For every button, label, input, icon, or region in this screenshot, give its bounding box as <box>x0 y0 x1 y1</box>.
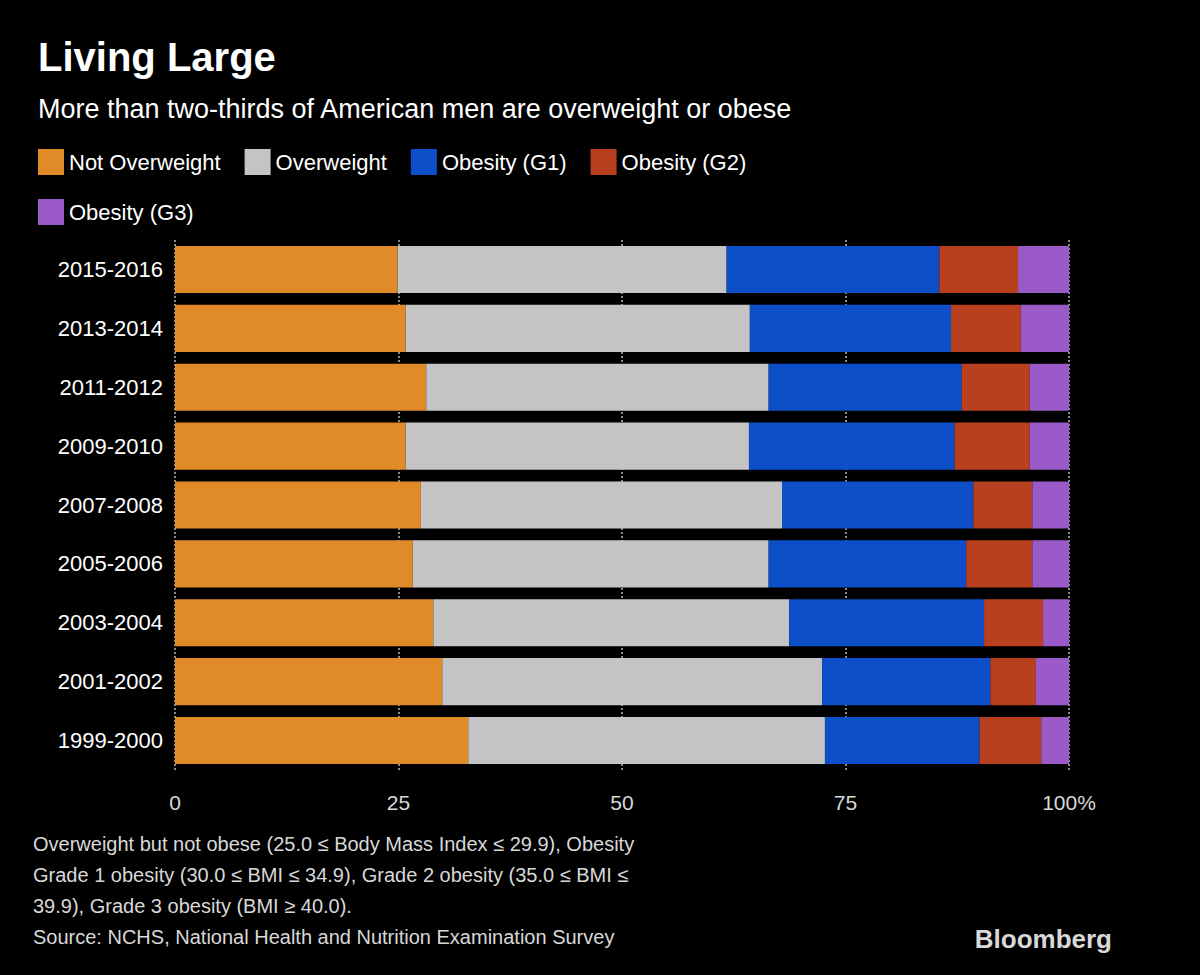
svg-text:2009-2010: 2009-2010 <box>58 434 163 459</box>
svg-text:Obesity (G2): Obesity (G2) <box>622 150 747 175</box>
svg-text:Living Large: Living Large <box>38 35 276 79</box>
svg-text:0: 0 <box>169 791 181 814</box>
svg-text:Grade 1 obesity (30.0 ≤ BMI ≤: Grade 1 obesity (30.0 ≤ BMI ≤ 34.9), Gra… <box>33 864 628 886</box>
svg-text:Not Overweight: Not Overweight <box>69 150 221 175</box>
svg-text:More than two-thirds of Americ: More than two-thirds of American men are… <box>38 94 791 124</box>
svg-text:2013-2014: 2013-2014 <box>58 316 163 341</box>
svg-text:25: 25 <box>387 791 410 814</box>
svg-text:Obesity (G3): Obesity (G3) <box>69 200 194 225</box>
svg-text:50: 50 <box>610 791 633 814</box>
svg-text:2007-2008: 2007-2008 <box>58 493 163 518</box>
svg-text:2001-2002: 2001-2002 <box>58 669 163 694</box>
svg-text:Source: NCHS, National Health: Source: NCHS, National Health and Nutrit… <box>33 926 614 948</box>
svg-text:1999-2000: 1999-2000 <box>58 728 163 753</box>
svg-text:Obesity (G1): Obesity (G1) <box>442 150 567 175</box>
svg-text:2011-2012: 2011-2012 <box>59 375 163 400</box>
svg-text:Overweight but not obese (25.0: Overweight but not obese (25.0 ≤ Body Ma… <box>33 833 634 855</box>
svg-text:2003-2004: 2003-2004 <box>58 610 163 635</box>
svg-text:39.9), Grade 3 obesity (BMI ≥: 39.9), Grade 3 obesity (BMI ≥ 40.0). <box>33 895 352 917</box>
svg-text:2005-2006: 2005-2006 <box>58 551 163 576</box>
svg-text:75: 75 <box>834 791 857 814</box>
svg-text:Bloomberg: Bloomberg <box>975 924 1112 954</box>
svg-text:Overweight: Overweight <box>276 150 387 175</box>
svg-text:2015-2016: 2015-2016 <box>58 257 163 282</box>
svg-text:100%: 100% <box>1042 791 1096 814</box>
